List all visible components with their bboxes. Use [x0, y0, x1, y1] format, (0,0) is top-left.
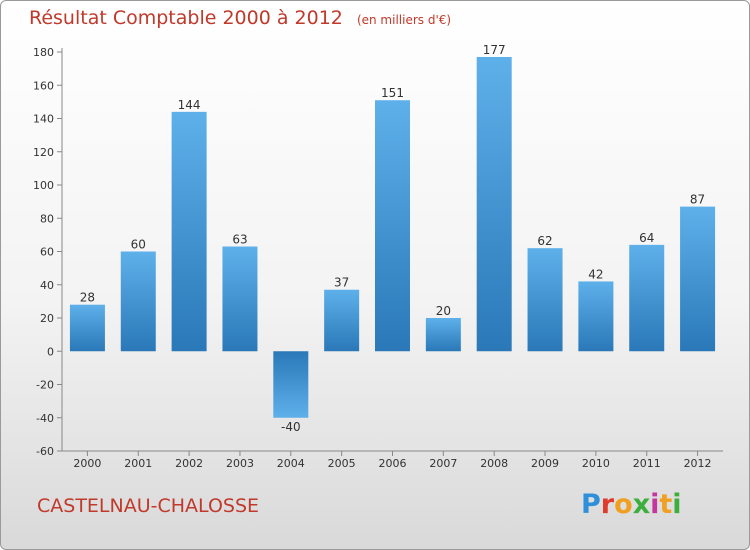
logo-letter: i [672, 489, 682, 520]
bar [324, 289, 360, 352]
data-label: 63 [232, 233, 247, 247]
data-label: 28 [80, 291, 95, 305]
data-label: 87 [690, 193, 705, 207]
y-tick-label: 120 [33, 146, 54, 159]
y-tick-label: 180 [33, 46, 54, 59]
data-label: 144 [178, 98, 201, 112]
y-tick-label: 40 [40, 279, 54, 292]
logo-letter: r [600, 489, 615, 520]
data-label: 62 [537, 234, 552, 248]
y-tick-label: -60 [36, 445, 54, 458]
x-tick-label: 2008 [480, 457, 508, 470]
y-tick-label: -20 [36, 379, 54, 392]
y-tick-label: 140 [33, 113, 54, 126]
x-tick-label: 2003 [226, 457, 254, 470]
data-label: 151 [381, 86, 404, 100]
x-tick-label: 2006 [379, 457, 407, 470]
x-tick-label: 2000 [73, 457, 101, 470]
title-unit: (en milliers d'€) [356, 13, 452, 27]
y-tick-label: 80 [40, 212, 54, 225]
x-tick-label: 2011 [633, 457, 661, 470]
bar [273, 351, 309, 418]
bar [69, 304, 105, 352]
bar [527, 248, 563, 352]
x-tick-label: 2001 [124, 457, 152, 470]
bar [578, 281, 614, 352]
chart-title: Résultat Comptable 2000 à 2012 (en milli… [29, 7, 451, 29]
y-tick-label: 20 [40, 312, 54, 325]
data-label: 60 [131, 238, 146, 252]
y-tick-label: 60 [40, 246, 54, 259]
logo-letter: t [659, 489, 673, 520]
bar [222, 246, 258, 352]
bar [425, 318, 461, 352]
data-label: -40 [281, 420, 301, 434]
y-tick-label: 100 [33, 179, 54, 192]
data-label: 177 [483, 43, 506, 57]
y-tick-label: 0 [47, 345, 54, 358]
logo-letter: o [614, 489, 633, 520]
logo-letter: i [650, 489, 660, 520]
x-tick-label: 2007 [429, 457, 457, 470]
bar [120, 251, 156, 352]
x-tick-label: 2010 [582, 457, 610, 470]
x-tick-label: 2009 [531, 457, 559, 470]
y-tick-label: 160 [33, 79, 54, 92]
bar [375, 100, 410, 352]
bar [171, 111, 207, 352]
bar [680, 206, 716, 352]
x-tick-label: 2012 [684, 457, 712, 470]
logo-letter: P [581, 489, 601, 520]
city-name: CASTELNAU-CHALOSSE [37, 495, 260, 517]
proxiti-logo: Proxiti [581, 489, 682, 520]
data-label: 64 [639, 231, 654, 245]
title-text: Résultat Comptable 2000 à 2012 [29, 7, 343, 29]
y-tick-label: -40 [36, 412, 54, 425]
x-tick-label: 2004 [277, 457, 305, 470]
data-label: 20 [436, 304, 451, 318]
data-label: 37 [334, 276, 349, 290]
x-tick-label: 2002 [175, 457, 203, 470]
bar [476, 56, 512, 352]
data-label: 42 [588, 267, 603, 281]
x-tick-label: 2005 [328, 457, 356, 470]
bar [629, 244, 665, 352]
logo-letter: x [632, 489, 651, 520]
